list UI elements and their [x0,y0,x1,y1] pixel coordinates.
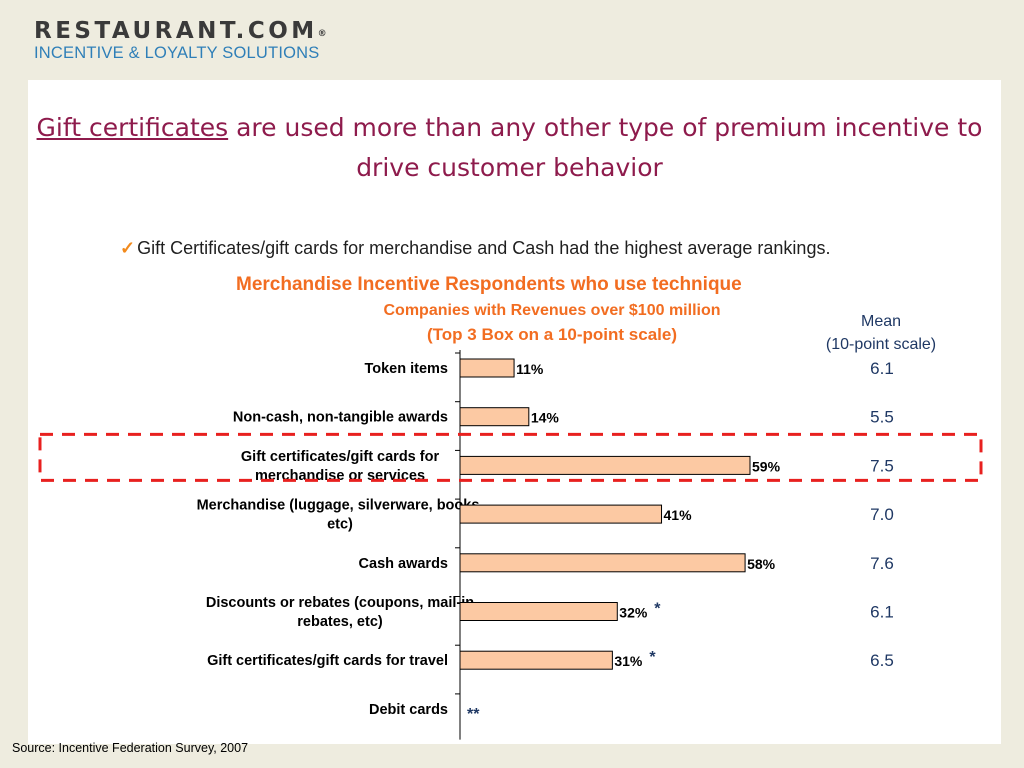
bar [459,553,746,573]
data-label: 14% [531,410,560,426]
mean-value: 6.1 [870,603,894,622]
data-label: 31% [614,653,643,669]
data-label: 11% [516,361,544,377]
chart-subtitle: Companies with Revenues over $100 millio… [383,302,721,319]
slide-title: Gift certificates are used more than any… [28,108,991,188]
chart-subtitle-scale: (Top 3 Box on a 10-point scale) [427,325,677,344]
highlight-box [38,432,983,482]
footnote-marker: * [654,601,661,618]
category-label: Token items [364,361,448,377]
category-label: Merchandise (luggage, silverware, books, [197,498,484,514]
mean-header: Mean (10-point scale) [806,310,956,356]
checkmark-icon: ✓ [120,238,136,258]
logo-wordmark: RESTAURANT.COM® [34,18,327,44]
source-note: Source: Incentive Federation Survey, 200… [12,741,249,755]
category-label: rebates, etc) [297,614,383,630]
data-label: 32% [619,605,648,621]
key-finding: ✓ Gift Certificates/gift cards for mercha… [120,238,830,259]
registered-mark: ® [317,29,327,39]
category-label: Non-cash, non-tangible awards [233,410,448,426]
mean-value: 6.1 [870,359,894,378]
title-rest: are used more than any other type of pre… [228,113,983,182]
data-label: 41% [664,507,693,523]
bar [459,455,751,475]
mean-value: 6.5 [870,651,894,670]
category-label: Gift certificates/gift cards for [241,449,440,465]
mean-header-line1: Mean [860,313,902,330]
category-label: Debit cards [369,702,448,718]
key-finding-text: Gift Certificates/gift cards for merchan… [137,238,831,258]
company-logo: RESTAURANT.COM® INCENTIVE & LOYALTY SOLU… [34,18,327,62]
data-label: 59% [752,458,781,474]
mean-value: 7.5 [870,456,894,475]
data-label: 58% [747,556,776,572]
logo-tagline: INCENTIVE & LOYALTY SOLUTIONS [34,44,320,62]
bar [459,602,618,621]
bar [459,504,663,524]
footnote-marker: ** [467,706,480,723]
bar [459,407,530,427]
chart-title: Merchandise Incentive Respondents who us… [236,274,742,295]
mean-value: 7.0 [870,505,894,524]
category-label: etc) [327,517,353,533]
mean-value: 7.6 [870,554,894,573]
category-label: Discounts or rebates (coupons, mail-in [206,595,474,611]
footnote-marker: * [649,649,656,666]
category-label: Cash awards [359,556,448,572]
title-underlined: Gift certificates [36,113,229,142]
bar [459,650,613,670]
bar [459,358,515,378]
mean-header-line2: (10-point scale) [825,336,937,353]
category-label: Gift certificates/gift cards for travel [207,653,448,669]
mean-value: 5.5 [870,408,894,427]
